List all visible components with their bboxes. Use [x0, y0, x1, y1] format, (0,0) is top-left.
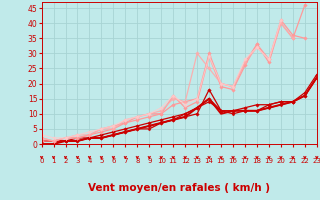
- X-axis label: Vent moyen/en rafales ( km/h ): Vent moyen/en rafales ( km/h ): [88, 183, 270, 193]
